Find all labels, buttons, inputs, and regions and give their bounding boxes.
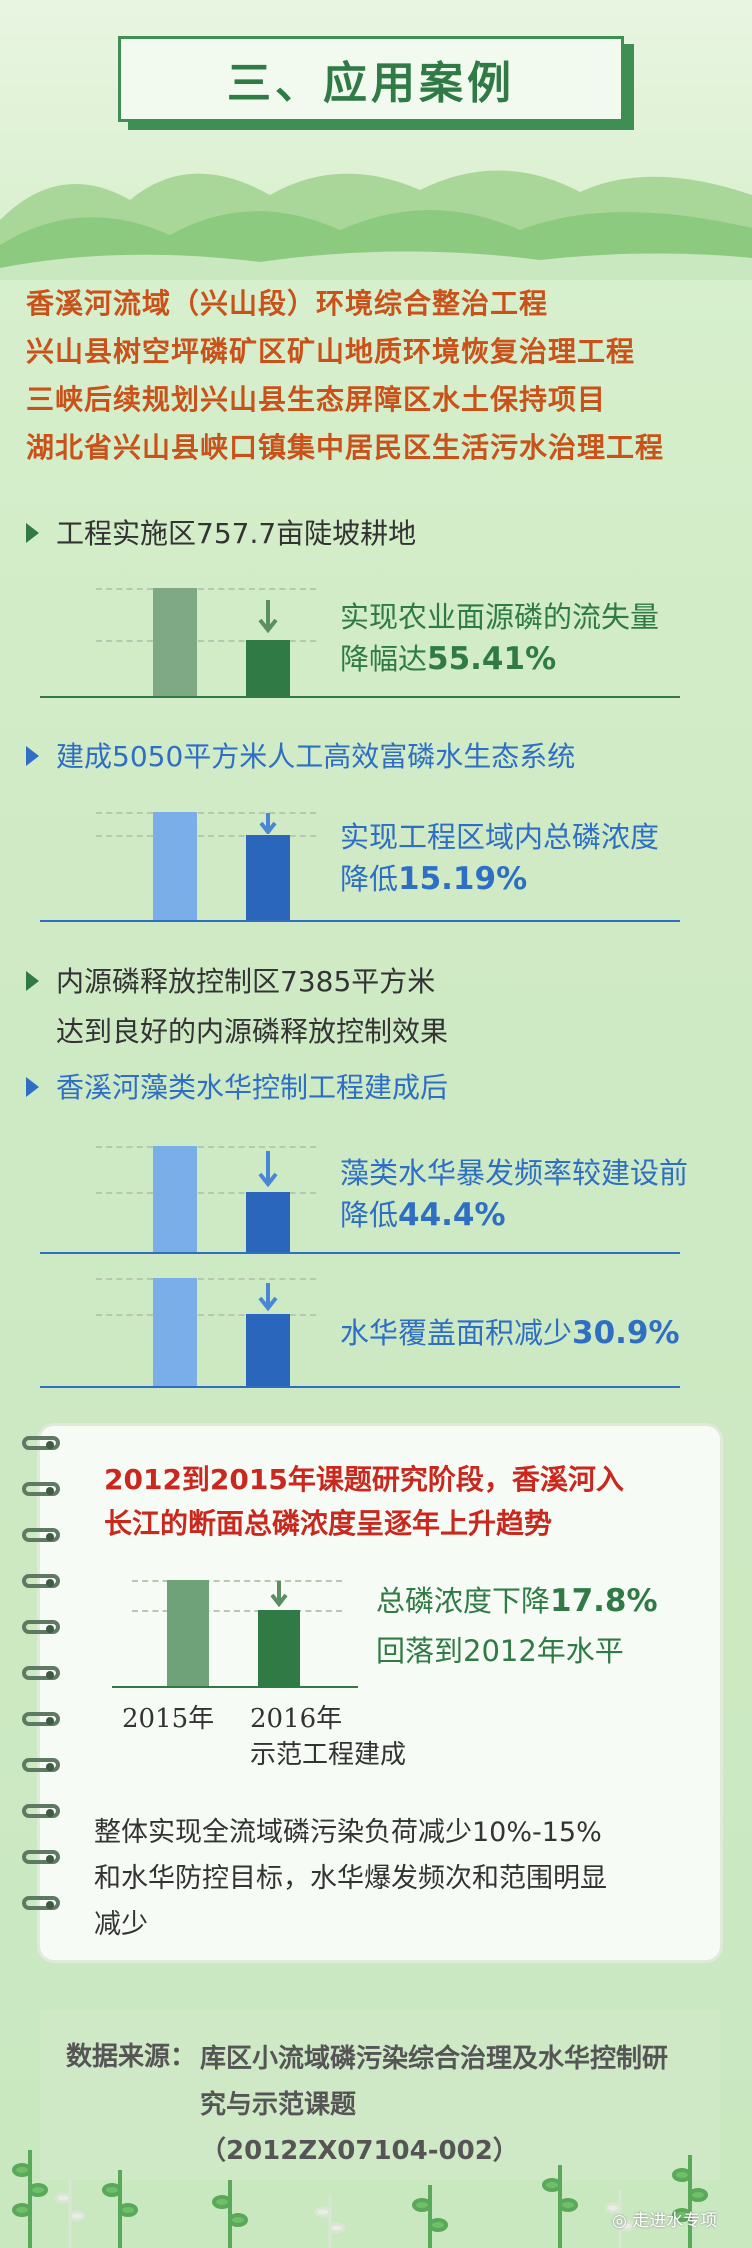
down-arrow-icon xyxy=(270,1581,288,1608)
section-3-heading-line2: 达到良好的内源磷释放控制效果 xyxy=(56,1015,449,1048)
page-title: 三、应用案例 xyxy=(227,58,515,109)
project-2: 兴山县树空坪磷矿区矿山地质环境恢复治理工程 xyxy=(26,335,636,368)
binder-ring-icon xyxy=(22,1528,60,1542)
watermark: ◎ 走进水专项 xyxy=(612,2206,717,2231)
section-2-heading: 建成5050平方米人工高效富磷水生态系统 xyxy=(56,740,576,773)
triangle-bullet-icon xyxy=(26,523,39,543)
section-1-desc-prefix: 降幅达 xyxy=(340,642,428,676)
source-line1: 库区小流域磷污染综合治理及水华控制研 xyxy=(200,2044,669,2074)
section-2-desc-line1: 实现工程区域内总磷浓度 xyxy=(340,820,660,854)
gridline xyxy=(96,812,316,814)
source-label: 数据来源： xyxy=(66,2042,197,2072)
baseline xyxy=(40,1252,680,1254)
chart-label-demo: 示范工程建成 xyxy=(250,1740,407,1770)
binder-ring-icon xyxy=(22,1850,60,1864)
section-4a-desc-prefix: 降低 xyxy=(340,1198,399,1232)
section-2-value: 15.19% xyxy=(398,861,528,897)
project-1: 香溪河流域（兴山段）环境综合整治工程 xyxy=(26,287,549,320)
gridline xyxy=(96,588,316,590)
binder-ring-icon xyxy=(22,1712,60,1726)
wechat-icon: ◎ xyxy=(612,2211,627,2231)
bar-after xyxy=(246,1192,290,1252)
project-4: 湖北省兴山县峡口镇集中居民区生活污水治理工程 xyxy=(26,431,665,464)
binder-ring-icon xyxy=(22,1804,60,1818)
binder-ring-icon xyxy=(22,1758,60,1772)
baseline xyxy=(112,1686,358,1688)
down-arrow-icon xyxy=(258,600,278,634)
section-1-desc-line1: 实现农业面源磷的流失量 xyxy=(340,600,660,634)
triangle-bullet-icon xyxy=(26,746,39,766)
card-title-line1: 2012到2015年课题研究阶段，香溪河入 xyxy=(104,1463,624,1496)
baseline xyxy=(40,1386,680,1388)
bar-before xyxy=(153,588,197,696)
card-summary-line2: 和水华防控目标，水华爆发频次和范围明显 xyxy=(94,1863,607,1894)
binder-ring-icon xyxy=(22,1666,60,1680)
section-4b-desc-prefix: 水华覆盖面积减少 xyxy=(340,1316,573,1350)
notebook-card xyxy=(40,1426,720,1960)
binder-ring-icon xyxy=(22,1482,60,1496)
section-4-heading: 香溪河藻类水华控制工程建成后 xyxy=(56,1071,449,1104)
card-desc1-value: 17.8% xyxy=(550,1583,658,1619)
section-4a-value: 44.4% xyxy=(398,1197,506,1233)
bar-2016 xyxy=(258,1610,300,1686)
grass-illustration xyxy=(12,2150,708,2248)
card-summary-line3: 减少 xyxy=(94,1909,148,1940)
gridline xyxy=(96,1314,316,1316)
card-summary-line1: 整体实现全流域磷污染负荷减少10%-15% xyxy=(94,1817,602,1848)
gridline xyxy=(96,1192,316,1194)
card-desc2: 回落到2012年水平 xyxy=(376,1634,624,1668)
watermark-text: 走进水专项 xyxy=(632,2211,718,2231)
section-4b-desc: 水华覆盖面积减少30.9% xyxy=(340,1312,680,1354)
gridline xyxy=(96,1146,316,1148)
card-desc1-prefix: 总磷浓度下降 xyxy=(376,1584,551,1618)
bar-after xyxy=(246,640,290,696)
section-1-heading: 工程实施区757.7亩陡坡耕地 xyxy=(56,517,417,550)
down-arrow-icon xyxy=(258,1283,278,1312)
card-title: 2012到2015年课题研究阶段，香溪河入 长江的断面总磷浓度呈逐年上升趋势 xyxy=(104,1458,624,1546)
section-1-desc: 实现农业面源磷的流失量 降幅达55.41% xyxy=(340,596,659,680)
chart-label-2016: 2016年 xyxy=(250,1704,343,1734)
bar-after xyxy=(246,835,290,920)
section-2-desc: 实现工程区域内总磷浓度 降低15.19% xyxy=(340,816,659,900)
card-title-line2: 长江的断面总磷浓度呈逐年上升趋势 xyxy=(104,1507,553,1540)
gridline xyxy=(132,1580,342,1582)
section-1-value: 55.41% xyxy=(427,641,557,677)
bar-after xyxy=(246,1314,290,1386)
card-desc1: 总磷浓度下降17.8% xyxy=(376,1578,658,1620)
binder-ring-icon xyxy=(22,1896,60,1910)
source-line3: （2012ZX07104-002） xyxy=(200,2136,519,2166)
gridline xyxy=(132,1610,342,1612)
down-arrow-icon xyxy=(258,1151,278,1188)
gridline xyxy=(96,1278,316,1280)
section-4a-desc-line1: 藻类水华暴发频率较建设前 xyxy=(340,1156,689,1190)
binder-ring-icon xyxy=(22,1574,60,1588)
bar-2015 xyxy=(167,1580,209,1686)
source-box xyxy=(40,2010,720,2180)
hills-illustration xyxy=(0,170,752,280)
binder-ring-icon xyxy=(22,1620,60,1634)
chart-label-2015: 2015年 xyxy=(122,1704,215,1734)
triangle-bullet-icon xyxy=(26,1077,39,1097)
section-3-heading-line1: 内源磷释放控制区7385平方米 xyxy=(56,965,436,998)
section-2-desc-prefix: 降低 xyxy=(340,862,399,896)
section-4a-desc: 藻类水华暴发频率较建设前 降低44.4% xyxy=(340,1152,688,1236)
baseline xyxy=(40,920,680,922)
triangle-bullet-icon xyxy=(26,971,39,991)
down-arrow-icon xyxy=(259,813,277,834)
card-summary: 整体实现全流域磷污染负荷减少10%-15% 和水华防控目标，水华爆发频次和范围明… xyxy=(94,1810,607,1948)
gridline xyxy=(96,835,316,837)
binder-ring-icon xyxy=(22,1436,60,1450)
project-3: 三峡后续规划兴山县生态屏障区水土保持项目 xyxy=(26,383,607,416)
baseline xyxy=(40,696,680,698)
gridline xyxy=(96,640,316,642)
section-4b-value: 30.9% xyxy=(572,1315,680,1351)
source-line2: 究与示范课题 xyxy=(200,2090,357,2120)
bar-before xyxy=(153,812,197,920)
bar-before xyxy=(153,1278,197,1386)
bar-before xyxy=(153,1146,197,1252)
title-banner: 三、应用案例 xyxy=(118,36,624,122)
source-text: 库区小流域磷污染综合治理及水华控制研 究与示范课题 （2012ZX07104-0… xyxy=(200,2036,668,2174)
